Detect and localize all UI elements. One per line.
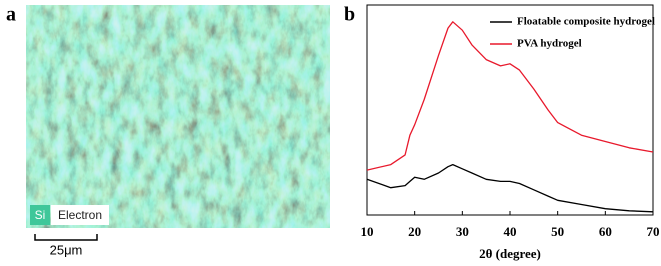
element-label: Si — [35, 208, 46, 222]
mode-box — [51, 205, 109, 225]
panel-label: a — [6, 4, 16, 26]
x-tick-label: 30 — [456, 224, 469, 239]
series-line — [366, 21, 654, 171]
plot-frame — [366, 4, 654, 216]
x-tick-label: 20 — [408, 224, 421, 239]
x-tick-label: 10 — [361, 224, 374, 239]
x-tick-label: 70 — [647, 224, 660, 239]
element-box — [30, 205, 50, 225]
x-tick-label: 40 — [504, 224, 517, 239]
panel-a: a Si Electron 25μm — [6, 4, 330, 257]
legend-label: PVA hydrogel — [517, 38, 582, 50]
x-tick-label: 50 — [551, 224, 564, 239]
series-line — [366, 163, 654, 213]
x-axis-title: 2θ (degree) — [479, 246, 541, 261]
legend-label: Floatable composite hydrogel — [517, 16, 655, 28]
panel-b: b 2θ (degree) 10 20 30 40 50 60 70 Floatable co… — [344, 4, 660, 261]
x-tick-label: 60 — [599, 224, 612, 239]
scale-bar-label: 25μm — [50, 242, 83, 257]
mode-label: Electron — [58, 208, 102, 222]
panel-label: b — [344, 4, 355, 26]
scale-bar — [34, 234, 98, 241]
micrograph — [26, 5, 330, 228]
